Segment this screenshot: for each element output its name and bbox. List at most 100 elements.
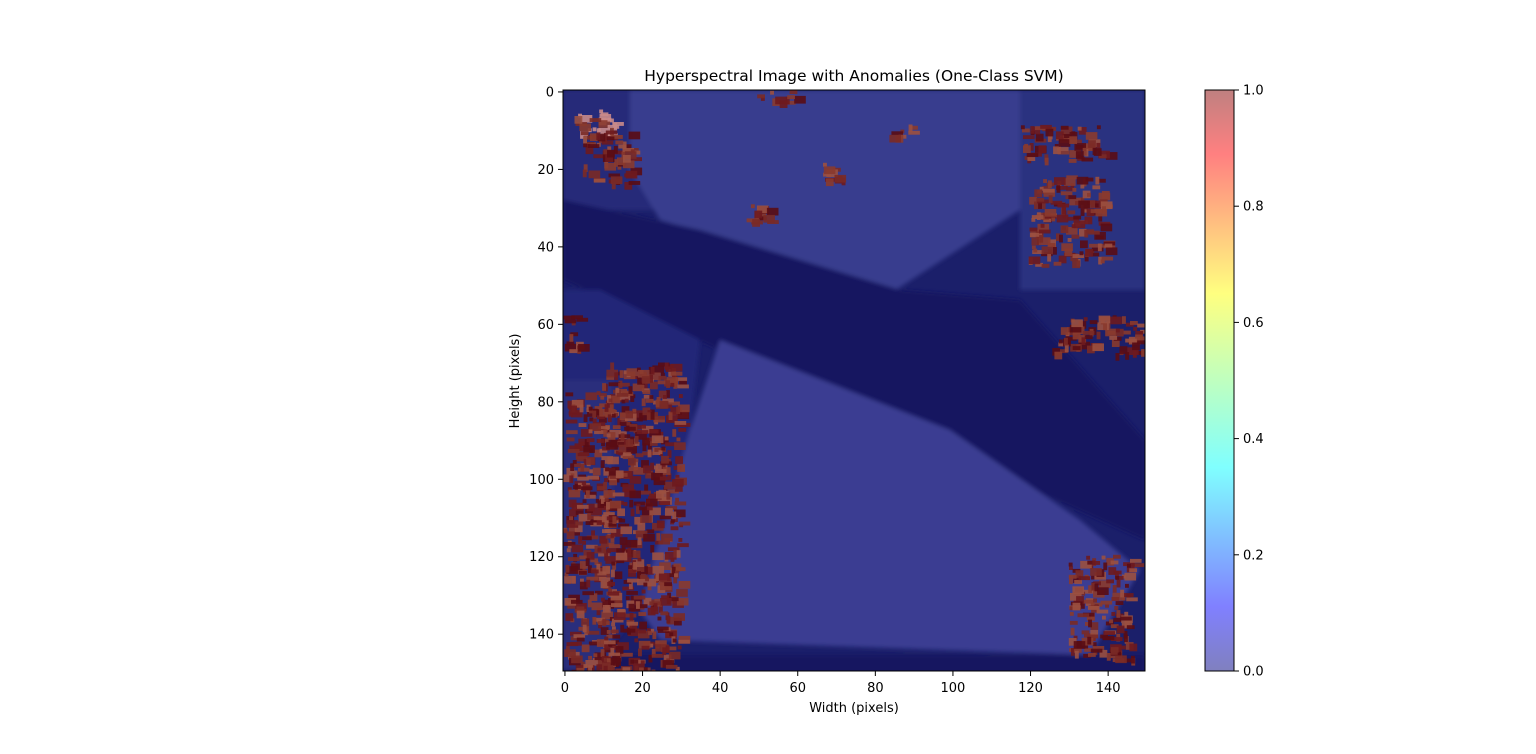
anomaly-pixel <box>658 501 671 505</box>
anomaly-pixel <box>586 438 595 443</box>
anomaly-pixel <box>1035 262 1043 267</box>
anomaly-pixel <box>672 511 677 520</box>
anomaly-pixel <box>1108 567 1117 575</box>
anomaly-pixel <box>580 429 593 437</box>
y-tick-label: 60 <box>537 318 554 333</box>
colorbar-tick-label: 1.0 <box>1243 84 1264 99</box>
anomaly-pixel <box>787 95 795 100</box>
anomaly-pixel <box>614 612 626 620</box>
anomaly-pixel <box>661 372 665 377</box>
anomaly-pixel <box>1077 156 1086 161</box>
anomaly-pixel <box>587 475 599 480</box>
anomaly-pixel <box>1098 213 1103 222</box>
anomaly-pixel <box>594 652 607 661</box>
anomaly-pixel <box>566 642 579 647</box>
anomaly-pixel <box>1097 587 1109 595</box>
anomaly-pixel <box>676 550 681 558</box>
anomaly-pixel <box>649 643 654 648</box>
anomaly-pixel <box>1069 150 1081 158</box>
anomaly-pixel <box>596 439 605 443</box>
anomaly-pixel <box>647 582 652 591</box>
anomaly-pixel <box>1068 638 1077 646</box>
anomaly-pixel <box>628 467 637 472</box>
anomaly-pixel <box>1088 140 1096 148</box>
anomaly-pixel <box>597 415 605 420</box>
anomaly-pixel <box>1082 330 1095 335</box>
anomaly-pixel <box>579 571 587 575</box>
anomaly-pixel <box>571 599 583 604</box>
anomaly-pixel <box>834 174 847 183</box>
anomaly-pixel <box>1075 570 1084 578</box>
anomaly-pixel <box>1054 177 1066 185</box>
anomaly-pixel <box>571 399 584 408</box>
anomaly-pixel <box>1078 127 1087 135</box>
anomaly-pixel <box>1103 241 1116 246</box>
anomaly-pixel <box>607 456 619 465</box>
anomaly-pixel <box>1092 642 1097 647</box>
anomaly-pixel <box>1129 643 1138 652</box>
anomaly-pixel <box>606 441 618 450</box>
anomaly-pixel <box>1102 615 1106 620</box>
anomaly-pixel <box>1121 658 1134 663</box>
anomaly-pixel <box>624 426 636 431</box>
anomaly-pixel <box>1022 128 1030 133</box>
anomaly-pixel <box>1106 579 1114 584</box>
anomaly-pixel <box>622 667 631 671</box>
anomaly-pixel <box>606 501 610 510</box>
anomaly-pixel <box>1079 228 1087 237</box>
anomaly-pixel <box>1093 148 1102 156</box>
anomaly-pixel <box>671 566 676 575</box>
anomaly-pixel <box>1070 593 1082 601</box>
anomaly-pixel <box>570 636 583 641</box>
anomaly-pixel <box>645 398 654 403</box>
anomaly-pixel <box>607 117 612 122</box>
anomaly-pixel <box>664 436 669 441</box>
anomaly-pixel <box>607 548 619 552</box>
anomaly-pixel <box>576 317 589 322</box>
anomaly-pixel <box>794 95 806 104</box>
anomaly-pixel <box>603 512 615 516</box>
anomaly-pixel <box>580 486 593 491</box>
anomaly-pixel <box>565 392 574 397</box>
anomaly-pixel <box>596 639 609 647</box>
anomaly-pixel <box>598 425 610 429</box>
anomaly-pixel <box>611 603 623 607</box>
anomaly-pixel <box>1141 349 1145 357</box>
anomaly-pixel <box>633 562 637 570</box>
anomaly-pixel <box>1102 636 1115 641</box>
colorbar-tick-label: 0.4 <box>1243 432 1264 447</box>
anomaly-pixel <box>635 506 640 514</box>
anomaly-pixel <box>624 398 629 403</box>
colorbar-tick-label: 0.8 <box>1243 200 1264 215</box>
anomaly-pixel <box>623 155 631 163</box>
anomaly-pixel <box>600 597 605 602</box>
x-axis-label: Width (pixels) <box>809 701 899 716</box>
anomaly-pixel <box>609 500 622 509</box>
anomaly-pixel <box>679 380 687 385</box>
anomaly-pixel <box>647 443 652 452</box>
anomaly-pixel <box>618 523 626 528</box>
anomaly-pixel <box>1072 586 1084 594</box>
anomaly-pixel <box>633 467 645 475</box>
anomaly-pixel <box>678 639 690 644</box>
anomaly-pixel <box>1124 611 1129 620</box>
anomaly-pixel <box>1075 151 1084 159</box>
anomaly-pixel <box>1060 225 1069 234</box>
anomaly-pixel <box>593 154 605 159</box>
anomaly-pixel <box>1081 157 1094 162</box>
anomaly-pixel <box>579 555 591 560</box>
anomaly-pixel <box>624 182 633 190</box>
anomaly-pixel <box>1104 243 1113 248</box>
anomaly-pixel <box>660 611 669 616</box>
anomaly-pixel <box>1101 555 1106 560</box>
anomaly-pixel <box>642 376 650 384</box>
anomaly-pixel <box>610 534 615 543</box>
anomaly-pixel <box>1125 352 1130 360</box>
anomaly-pixel <box>655 399 660 408</box>
anomaly-pixel <box>583 414 588 422</box>
anomaly-pixel <box>1069 324 1082 333</box>
anomaly-pixel <box>638 640 651 649</box>
anomaly-pixel <box>625 523 630 528</box>
anomaly-pixel <box>596 517 605 525</box>
anomaly-pixel <box>1033 248 1038 253</box>
